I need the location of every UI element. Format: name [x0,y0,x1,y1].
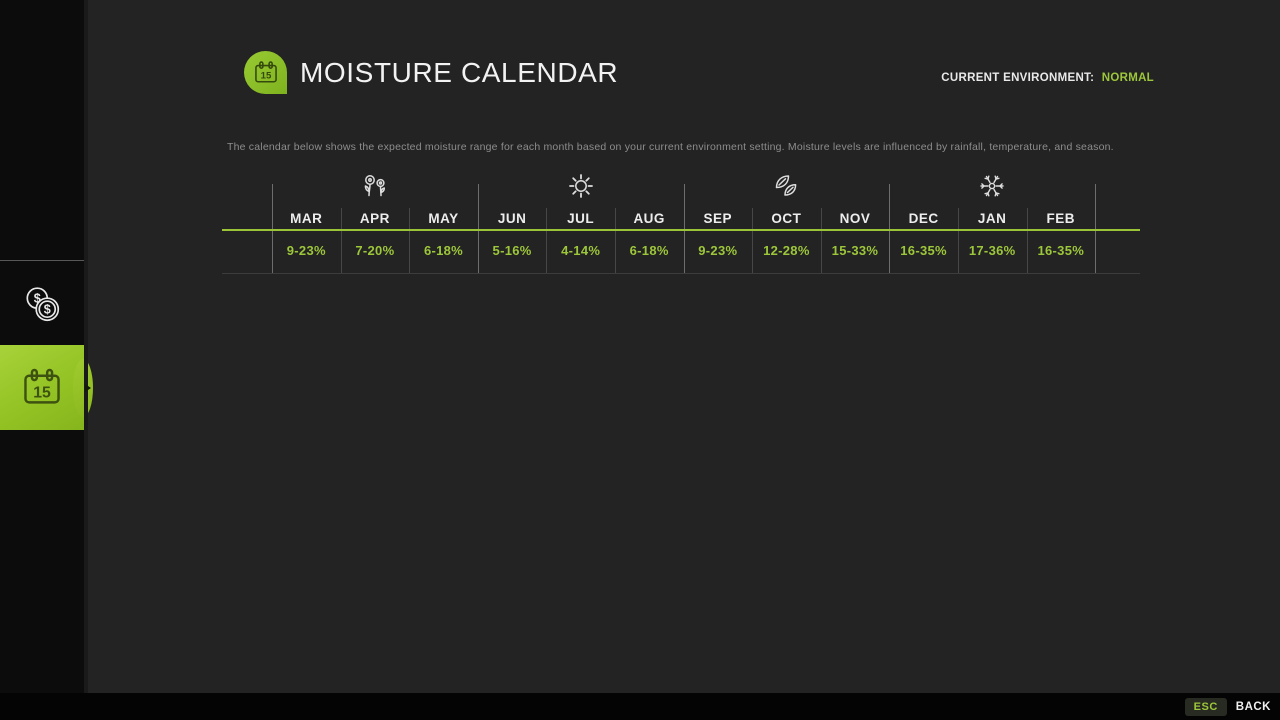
month-divider [1026,208,1028,273]
month-divider [614,208,616,273]
month-divider [340,208,342,273]
moisture-range: 5-16% [492,243,532,258]
season-divider [683,184,685,273]
moisture-range: 4-14% [561,243,601,258]
svg-text:$: $ [34,291,41,305]
back-button[interactable]: BACK [1235,700,1271,713]
month-label: OCT [771,211,802,226]
moisture-range: 6-18% [629,243,669,258]
month-label: DEC [908,211,939,226]
month-label: JAN [977,211,1007,226]
moisture-range: 9-23% [698,243,738,258]
season-divider [477,184,479,273]
moisture-range: 16-35% [1037,243,1085,258]
sun-icon [566,171,596,201]
season-divider [889,184,891,273]
moisture-range: 17-36% [968,243,1016,258]
header-underline [222,229,1140,231]
month-label: NOV [839,211,871,226]
esc-key[interactable]: ESC [1184,697,1227,716]
moisture-range: 6-18% [423,243,464,258]
month-label: APR [359,211,390,226]
calendar-icon: 15 [19,365,65,411]
month-label: MAY [428,211,459,226]
svg-text:15: 15 [33,384,51,401]
svg-text:15: 15 [260,70,271,81]
sidebar-item-finances[interactable]: $ $ [0,277,84,333]
current-environment: CURRENT ENVIRONMENT: NORMAL [941,72,1154,84]
tab-bump [73,358,93,417]
sidebar-divider [0,260,84,261]
coins-icon: $ $ [21,284,63,326]
month-label: JUN [497,211,527,226]
month-label: FEB [1046,211,1076,226]
moisture-range: 7-20% [355,243,395,258]
month-divider [957,208,959,273]
month-divider [820,208,822,273]
footer-bar: ESC BACK [0,693,1280,720]
month-divider [409,208,411,273]
flowers-icon [360,171,390,201]
table-bottom-line [222,273,1140,274]
page-title: MOISTURE CALENDAR [300,57,619,88]
month-divider [752,208,754,273]
svg-text:$: $ [44,302,51,316]
tab-arrow-icon [85,383,91,392]
month-label: MAR [290,211,323,226]
snowflake-icon [977,171,1007,201]
moisture-range: 16-35% [900,243,947,258]
season-divider [272,184,273,273]
page-calendar-icon: 15 [244,51,287,94]
environment-label: CURRENT ENVIRONMENT: [941,72,1095,84]
month-label: SEP [703,211,733,226]
season-divider [1095,184,1097,273]
moisture-range: 15-33% [831,243,879,258]
leaves-icon [771,171,801,201]
calendar-description: The calendar below shows the expected mo… [227,141,1114,153]
sidebar: $ $ [0,0,93,693]
moisture-range: 9-23% [286,243,326,258]
sidebar-item-calendar[interactable]: 15 [0,345,93,430]
moisture-calendar-table: MAR 9-23% APR 7-20% MAY 6-18% JUN 5-16% … [222,170,1140,274]
environment-value: NORMAL [1101,72,1154,84]
moisture-range: 12-28% [763,243,810,258]
sidebar-edge-shadow [84,0,88,693]
month-label: JUL [567,211,595,226]
month-divider [546,208,548,273]
month-label: AUG [633,211,665,226]
